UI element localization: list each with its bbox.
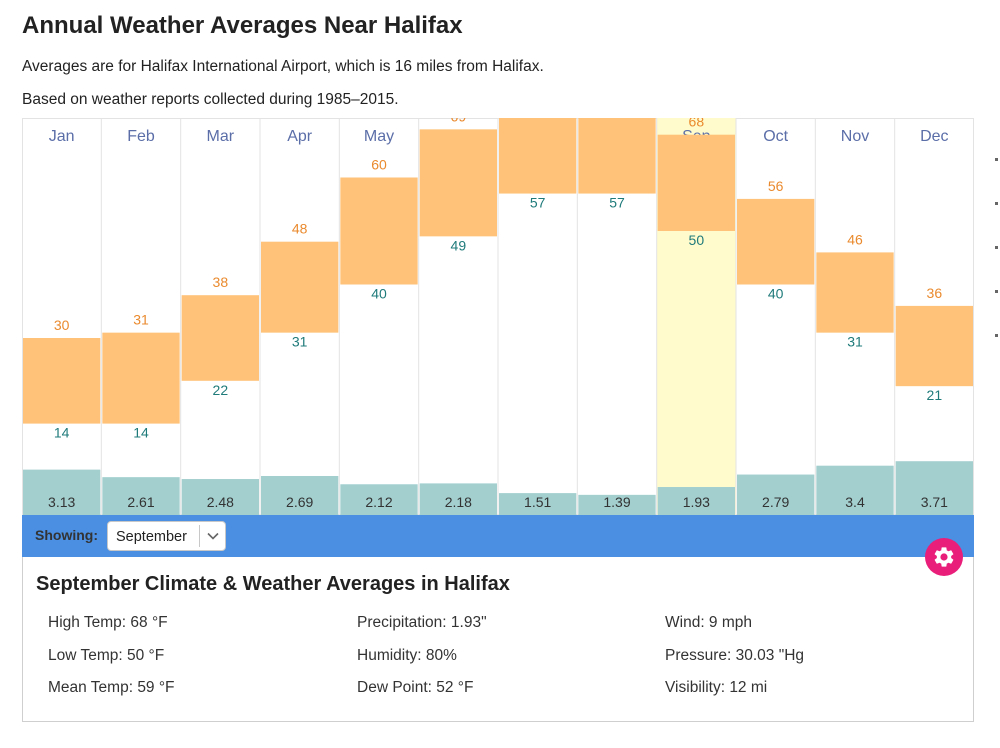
precip-label: 2.12 xyxy=(365,494,392,510)
precip-bar xyxy=(340,484,418,515)
temp-range-bar xyxy=(181,295,259,381)
low-temp-label: 49 xyxy=(451,237,467,253)
low-temp-label: 31 xyxy=(292,334,308,350)
precip-label: 3.4 xyxy=(845,494,865,510)
edge-marks xyxy=(995,158,998,337)
precip-bar xyxy=(102,477,180,515)
settings-button[interactable] xyxy=(925,538,963,576)
precip-bar xyxy=(419,483,497,515)
low-temp-label: 22 xyxy=(213,382,229,398)
temp-range-bar xyxy=(23,338,101,424)
low-temp-label: 14 xyxy=(133,425,149,441)
precip-bar xyxy=(895,461,973,515)
month-select[interactable]: September xyxy=(107,521,226,551)
stat-precipitation: Precipitation: 1.93" xyxy=(357,614,487,631)
temp-range-bar xyxy=(895,305,973,387)
precip-bar xyxy=(23,469,101,515)
details-title: September Climate & Weather Averages in … xyxy=(36,573,510,595)
high-temp-label: 31 xyxy=(133,312,149,328)
high-temp-label: 60 xyxy=(371,157,387,173)
high-temp-label: 56 xyxy=(768,178,784,194)
low-temp-label: 31 xyxy=(847,334,863,350)
details-panel: September Climate & Weather Averages in … xyxy=(22,557,974,722)
low-temp-label: 40 xyxy=(768,286,784,302)
low-temp-label: 57 xyxy=(609,195,625,211)
month-label: Oct xyxy=(763,128,788,145)
precip-label: 1.51 xyxy=(524,494,551,510)
page-title: Annual Weather Averages Near Halifax xyxy=(22,12,463,39)
temp-range-bar xyxy=(102,332,180,424)
precip-label: 2.79 xyxy=(762,494,789,510)
stat-high-temp: High Temp: 68 °F xyxy=(48,614,168,631)
gear-icon xyxy=(934,547,954,567)
temp-range-bar xyxy=(419,129,497,237)
precip-label: 2.69 xyxy=(286,494,313,510)
precip-bar xyxy=(816,465,894,515)
chart-canvas: Jan 30 14 3.13 Feb 31 14 2.61 Mar 38 22 2.48 Apr 48 31… xyxy=(22,118,974,515)
month-label: May xyxy=(364,128,394,145)
stat-visibility: Visibility: 12 mi xyxy=(665,679,768,696)
stat-dew-point: Dew Point: 52 °F xyxy=(357,679,474,696)
temp-range-bar xyxy=(657,134,735,231)
temp-range-bar xyxy=(578,118,656,194)
showing-bar: Showing: September xyxy=(22,515,974,557)
high-temp-label: 48 xyxy=(292,221,308,237)
month-label: Nov xyxy=(841,128,869,145)
temp-range-bar xyxy=(816,252,894,333)
select-divider xyxy=(199,525,200,547)
precip-label: 2.61 xyxy=(127,494,154,510)
page-subtitle-period: Based on weather reports collected durin… xyxy=(22,91,399,108)
annual-weather-chart: Jan 30 14 3.13 Feb 31 14 2.61 Mar 38 22 2.48 Apr 48 31… xyxy=(22,118,974,515)
precip-bar xyxy=(261,475,339,515)
precip-label: 3.13 xyxy=(48,494,75,510)
low-temp-label: 40 xyxy=(371,286,387,302)
temp-range-bar xyxy=(261,241,339,333)
low-temp-label: 57 xyxy=(530,195,546,211)
stat-wind: Wind: 9 mph xyxy=(665,614,753,631)
stat-humidity: Humidity: 80% xyxy=(357,647,457,664)
high-temp-label: 69 xyxy=(451,118,467,124)
precip-label: 3.71 xyxy=(921,494,948,510)
low-temp-label: 21 xyxy=(927,387,943,403)
high-temp-label: 36 xyxy=(927,285,943,301)
precip-label: 1.39 xyxy=(603,494,630,510)
precip-bar xyxy=(737,474,815,515)
high-temp-label: 46 xyxy=(847,231,863,247)
precip-label: 2.48 xyxy=(207,494,234,510)
precip-label: 1.93 xyxy=(683,494,710,510)
temp-range-bar xyxy=(340,177,418,285)
high-temp-label: 30 xyxy=(54,317,70,333)
precip-label: 2.18 xyxy=(445,494,472,510)
month-label: Jan xyxy=(49,128,75,145)
month-label: Apr xyxy=(287,128,313,145)
high-temp-label: 68 xyxy=(689,118,705,130)
precip-bar xyxy=(181,479,259,515)
temp-range-bar xyxy=(737,198,815,285)
temp-range-bar xyxy=(499,118,577,194)
chevron-down-icon xyxy=(207,532,219,540)
month-label: Mar xyxy=(207,128,235,145)
month-label: Feb xyxy=(127,128,155,145)
precip-bar xyxy=(499,493,577,515)
showing-label: Showing: xyxy=(35,527,98,543)
stat-pressure: Pressure: 30.03 "Hg xyxy=(665,647,805,664)
month-label: Dec xyxy=(920,128,948,145)
stat-mean-temp: Mean Temp: 59 °F xyxy=(48,679,175,696)
low-temp-label: 14 xyxy=(54,425,70,441)
page-subtitle-location: Averages are for Halifax International A… xyxy=(22,58,544,75)
low-temp-label: 50 xyxy=(689,232,705,248)
high-temp-label: 38 xyxy=(213,274,229,290)
precip-bar xyxy=(657,487,735,515)
month-select-value: September xyxy=(116,529,187,545)
stat-low-temp: Low Temp: 50 °F xyxy=(48,647,165,664)
precip-bar xyxy=(578,494,656,515)
